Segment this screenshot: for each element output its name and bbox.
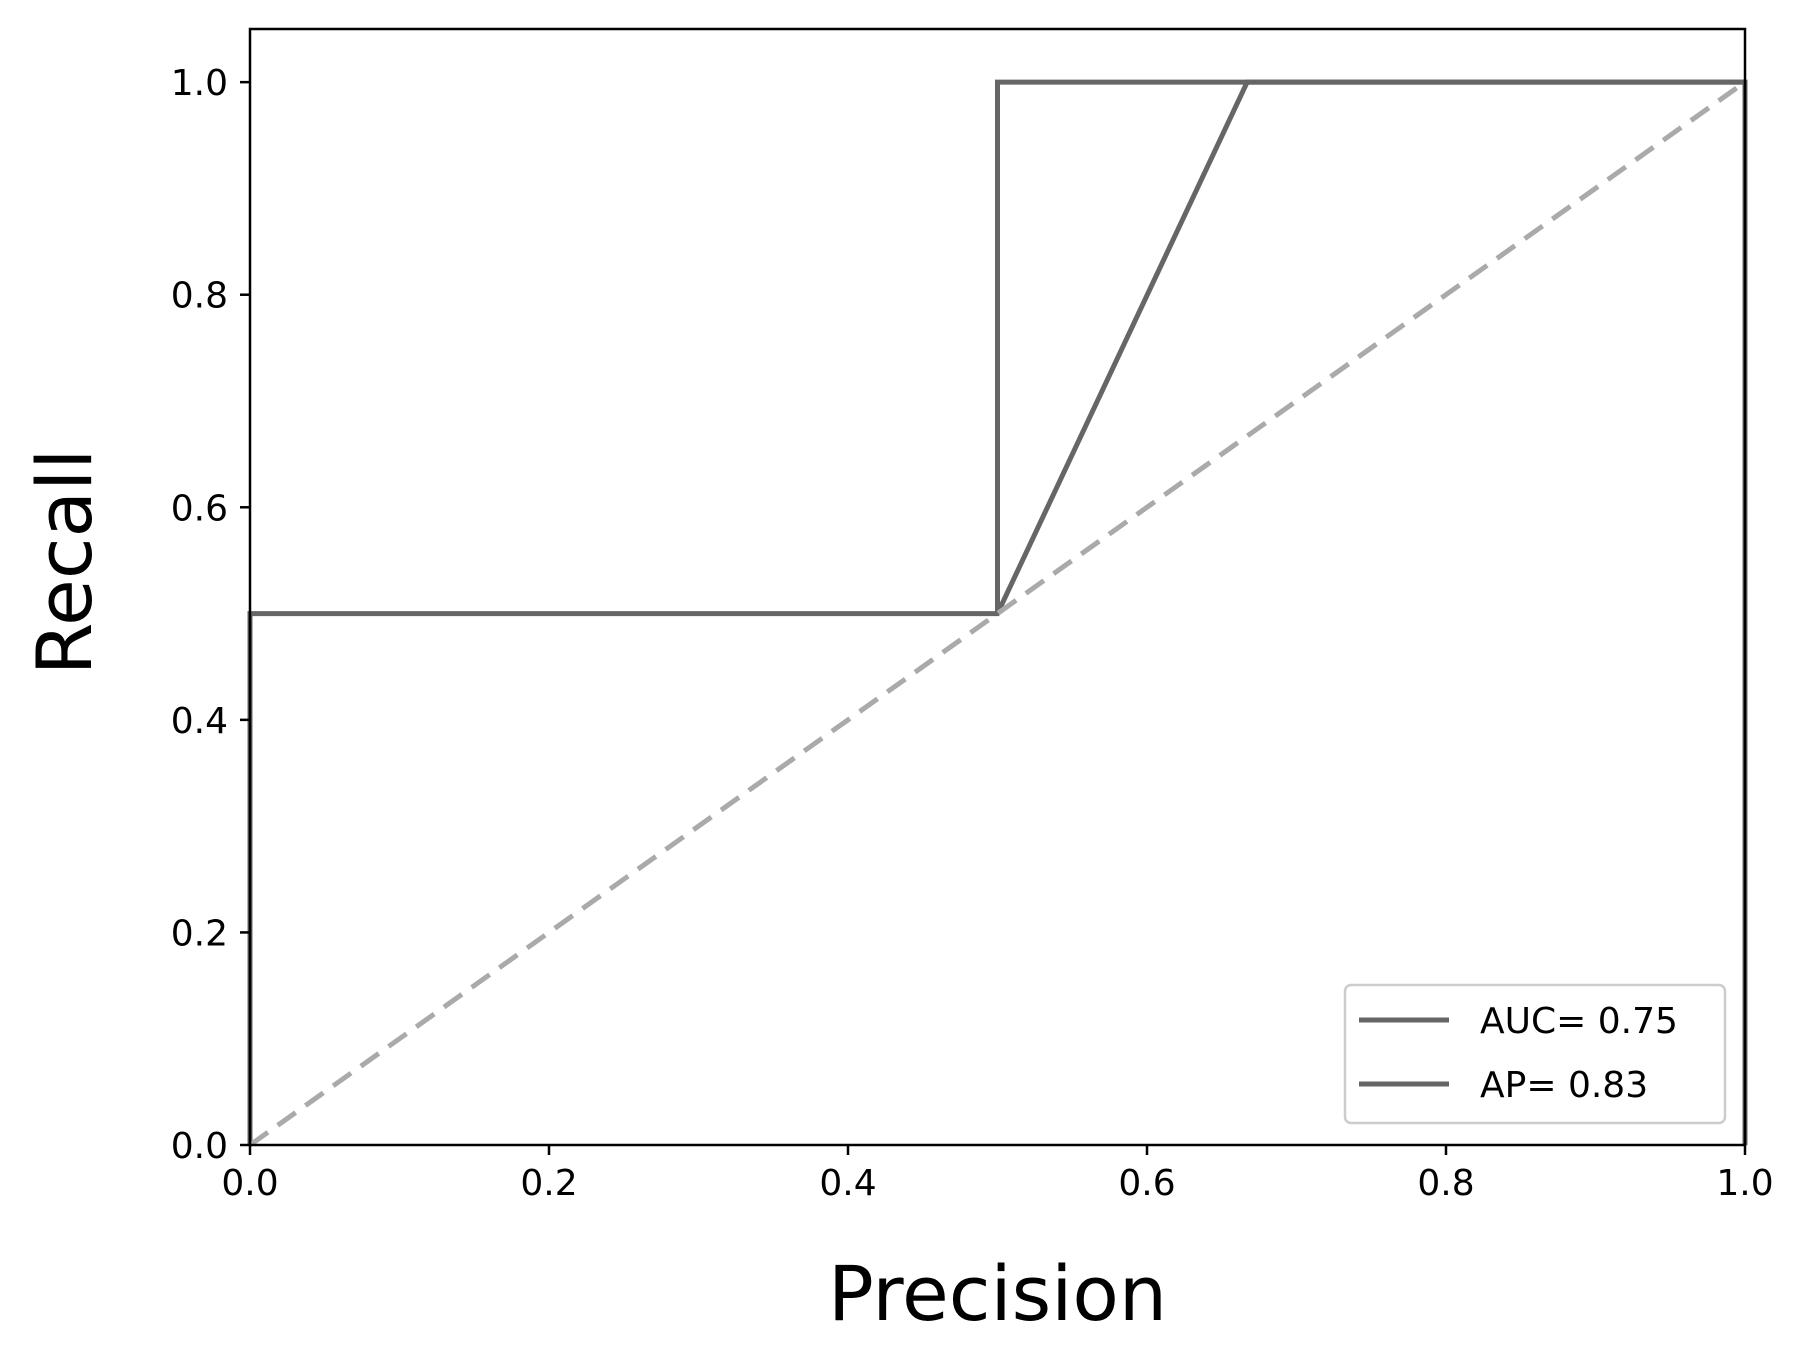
y-tick-label: 0.0 <box>171 1126 228 1167</box>
ticks: 0.0 0.2 0.4 0.6 0.8 1.0 0.0 0.2 0.4 0.6 0.8 1.0 <box>171 63 1774 1204</box>
x-axis-title: Precision <box>828 1249 1167 1338</box>
legend: AUC= 0.75 AP= 0.83 <box>1343 983 1727 1125</box>
x-tick-label: 0.4 <box>819 1163 876 1204</box>
y-tick-label: 0.4 <box>171 701 228 742</box>
legend-label: AP= 0.83 <box>1480 1065 1648 1106</box>
y-tick-label: 1.0 <box>171 63 228 104</box>
y-tick-label: 0.8 <box>171 276 228 317</box>
axes-frame <box>248 27 1747 1147</box>
x-tick-label: 0.2 <box>520 1163 577 1204</box>
x-tick-label: 1.0 <box>1716 1163 1773 1204</box>
x-tick-label: 0.8 <box>1417 1163 1474 1204</box>
y-tick-label: 0.6 <box>171 488 228 529</box>
x-tick-label: 0.0 <box>221 1163 278 1204</box>
legend-label: AUC= 0.75 <box>1480 1001 1678 1042</box>
y-axis-title: Recall <box>20 449 109 676</box>
x-tick-label: 0.6 <box>1118 1163 1175 1204</box>
y-tick-label: 0.2 <box>171 913 228 954</box>
